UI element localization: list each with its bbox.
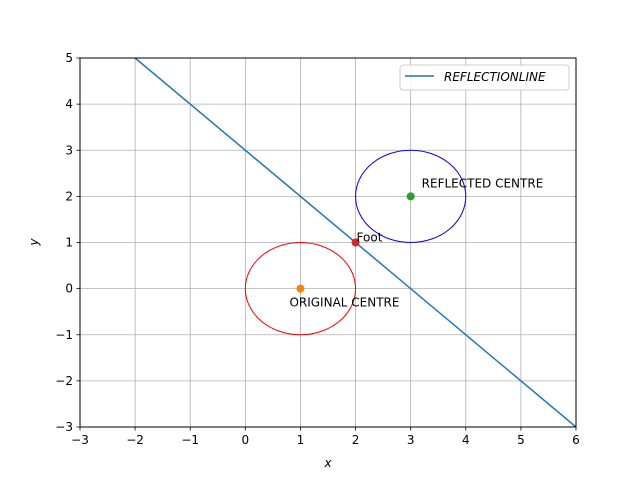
x-tick-label: −2 (126, 433, 144, 447)
x-tick-label: −1 (181, 433, 199, 447)
y-tick-label: 4 (65, 97, 73, 111)
x-tick-label: 3 (407, 433, 415, 447)
point-label-reflected-centre: REFLECTED CENTRE (422, 176, 544, 190)
point-label-foot: Foot (357, 231, 383, 245)
y-tick-label: −3 (55, 420, 73, 434)
point-foot (351, 238, 360, 247)
y-tick-label: −2 (55, 374, 73, 388)
y-tick-label: 5 (65, 51, 73, 65)
point-reflected-centre (406, 192, 415, 201)
original-circle (244, 242, 357, 336)
plot-area (134, 58, 576, 427)
reflected-circle (355, 149, 467, 243)
x-tick-label: −3 (71, 433, 89, 447)
point-label-original-centre: ORIGINAL CENTRE (289, 296, 399, 310)
legend-box (399, 64, 570, 91)
y-tick-label: 3 (65, 143, 73, 157)
y-tick-label: −1 (55, 328, 73, 342)
y-tick-label: 2 (65, 189, 73, 203)
y-axis-label: y (27, 238, 41, 247)
legend-label-reflectionline: REFLECTIONLINE (444, 70, 546, 84)
x-tick-label: 4 (462, 433, 470, 447)
x-tick-label: 0 (242, 433, 250, 447)
y-tick-label: 1 (65, 236, 73, 250)
x-tick-label: 2 (352, 433, 360, 447)
point-labels: ORIGINAL CENTRE Foot REFLECTED CENTRE (289, 176, 543, 309)
x-axis-label: x (323, 456, 332, 470)
x-tick-label: 1 (297, 433, 305, 447)
axis-ticks: −3 −2 −1 0 1 2 3 4 5 6 −3 −2 −1 0 1 2 3 4 5 (55, 51, 580, 447)
x-tick-label: 5 (517, 433, 525, 447)
y-tick-label: 0 (65, 282, 73, 296)
x-tick-label: 6 (572, 433, 580, 447)
legend: REFLECTIONLINE (399, 64, 570, 91)
point-original-centre (296, 284, 305, 293)
